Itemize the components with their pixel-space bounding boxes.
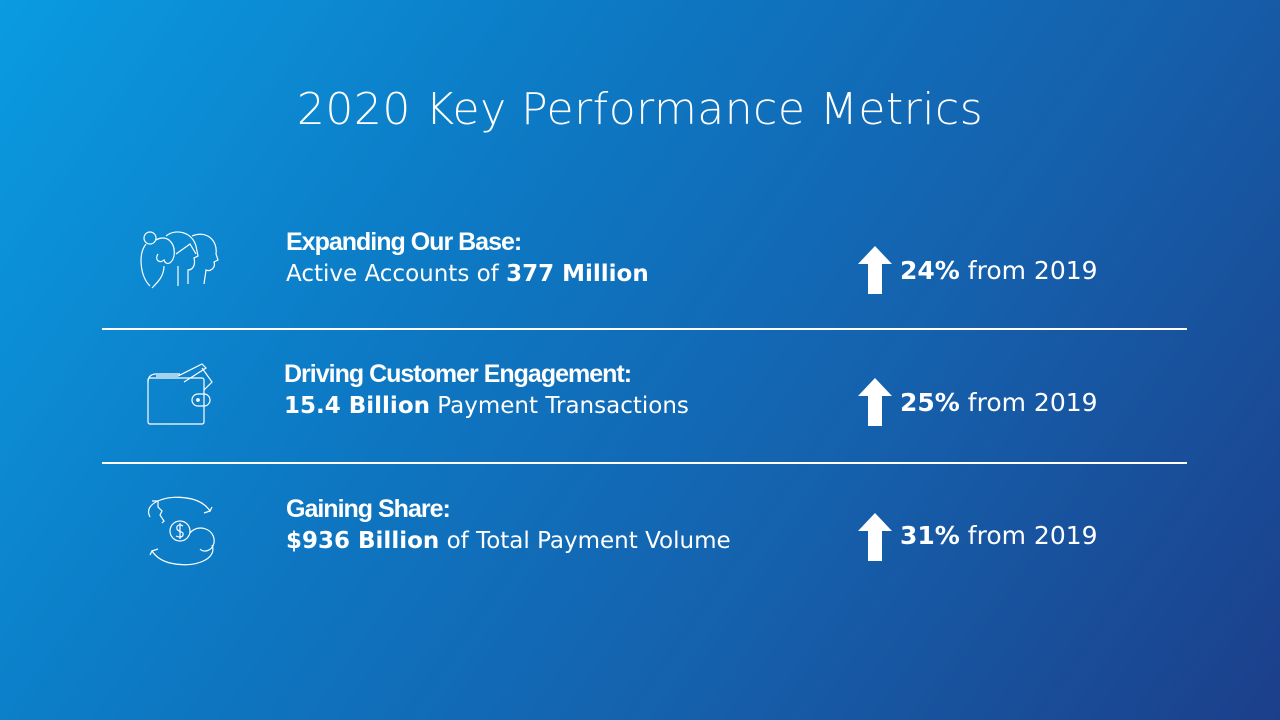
metric-row-accounts: Expanding Our Base: Active Accounts of 3… [0,226,1280,326]
growth-text: 24% from 2019 [900,256,1098,285]
metric-heading: Expanding Our Base: [286,228,522,256]
metric-text: Active Accounts of [286,261,507,287]
metric-number: 377 Million [506,261,649,287]
metric-row-payment-volume: Gaining Share: $936 Billion of Total Pay… [0,493,1280,593]
metric-text: of Total Payment Volume [439,528,731,554]
growth-suffix: from 2019 [959,388,1098,417]
metric-value: Active Accounts of 377 Million [286,258,649,290]
metric-heading: Gaining Share: [286,495,451,523]
metric-number: $936 Billion [286,528,440,554]
growth-suffix: from 2019 [959,256,1098,285]
growth-percent: 31% [900,521,960,550]
wallet-icon [147,363,213,425]
growth-text: 31% from 2019 [900,521,1098,550]
growth-percent: 24% [900,256,960,285]
growth-suffix: from 2019 [959,521,1098,550]
metric-value: 15.4 Billion Payment Transactions [284,390,689,422]
money-exchange-icon [147,496,215,566]
divider [102,462,1187,464]
metric-heading: Driving Customer Engagement: [284,360,632,388]
arrow-up-icon [858,246,892,294]
divider [102,328,1187,330]
growth-text: 25% from 2019 [900,388,1098,417]
metric-text: Payment Transactions [430,393,689,419]
arrow-up-icon [858,513,892,561]
metric-value: $936 Billion of Total Payment Volume [286,525,731,557]
people-icon [140,231,219,289]
growth-percent: 25% [900,388,960,417]
metric-number: 15.4 Billion [284,393,430,419]
page-title: 2020 Key Performance Metrics [296,84,984,135]
metric-row-transactions: Driving Customer Engagement: 15.4 Billio… [0,358,1280,458]
arrow-up-icon [858,378,892,426]
